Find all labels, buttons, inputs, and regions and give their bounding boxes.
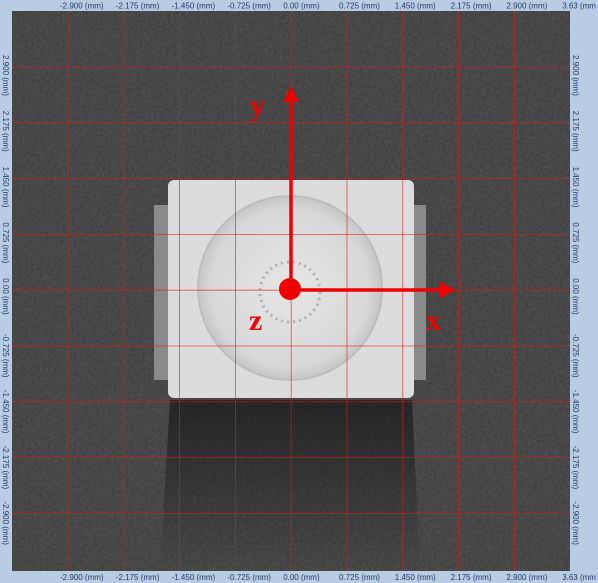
y-tick-label: 0.00 (mm) xyxy=(571,278,580,315)
x-tick-label: 0.00 (mm) xyxy=(283,2,320,11)
y-tick-label: 2.900 (mm) xyxy=(1,55,10,96)
y-tick-label: 2.900 (mm) xyxy=(571,55,580,96)
x-tick-label: -2.175 (mm) xyxy=(116,573,160,582)
shadow xyxy=(160,400,420,571)
y-tick-label: 0.725 (mm) xyxy=(571,222,580,263)
y-tick-label: 1.450 (mm) xyxy=(571,167,580,208)
z-label: z xyxy=(249,304,262,337)
y-tick-label: -0.725 (mm) xyxy=(1,334,10,378)
x-tick-label: -2.900 (mm) xyxy=(60,2,104,11)
y-tick-label: 1.450 (mm) xyxy=(1,167,10,208)
x-tick-label: 2.175 (mm) xyxy=(451,573,492,582)
x-label: x xyxy=(426,304,441,337)
y-tick-label: -2.900 (mm) xyxy=(571,501,580,545)
y-arrowhead xyxy=(283,86,299,102)
x-arrowhead xyxy=(440,282,456,298)
x-tick-label: -0.725 (mm) xyxy=(227,2,271,11)
x-tick-label: 0.725 (mm) xyxy=(339,573,380,582)
y-tick-label: -1.450 (mm) xyxy=(1,390,10,434)
x-tick-label: 1.450 (mm) xyxy=(395,2,436,11)
x-tick-label: 0.00 (mm) xyxy=(283,573,320,582)
y-label: y xyxy=(250,89,265,122)
x-tick-label: 2.900 (mm) xyxy=(506,2,547,11)
y-tick-label: -2.900 (mm) xyxy=(1,501,10,545)
x-tick-label: -2.900 (mm) xyxy=(60,573,104,582)
grid xyxy=(12,11,570,571)
led-die xyxy=(258,260,322,324)
x-tick-label: -1.450 (mm) xyxy=(172,2,216,11)
x-tick-label: 2.900 (mm) xyxy=(506,573,547,582)
y-tick-label: 0.00 (mm) xyxy=(1,278,10,315)
z-origin xyxy=(279,278,301,300)
y-tick-label: -1.450 (mm) xyxy=(571,390,580,434)
lead-left xyxy=(154,205,170,380)
y-tick-label: -0.725 (mm) xyxy=(571,334,580,378)
x-tick-label: -1.450 (mm) xyxy=(172,573,216,582)
y-tick-label: -2.175 (mm) xyxy=(571,446,580,490)
coordinate-axes: y z x xyxy=(249,86,456,337)
x-tick-label: 2.175 (mm) xyxy=(451,2,492,11)
x-tick-label: -0.725 (mm) xyxy=(227,573,271,582)
y-tick-label: 2.175 (mm) xyxy=(571,111,580,152)
x-tick-label: 3.63 (mm xyxy=(562,573,596,582)
y-tick-label: 2.175 (mm) xyxy=(1,111,10,152)
x-tick-label: -2.175 (mm) xyxy=(116,2,160,11)
x-tick-label: 0.725 (mm) xyxy=(339,2,380,11)
y-tick-label: 0.725 (mm) xyxy=(1,222,10,263)
x-tick-label: 1.450 (mm) xyxy=(395,573,436,582)
x-tick-label: 3.63 (mm xyxy=(562,2,596,11)
y-tick-label: -2.175 (mm) xyxy=(1,446,10,490)
